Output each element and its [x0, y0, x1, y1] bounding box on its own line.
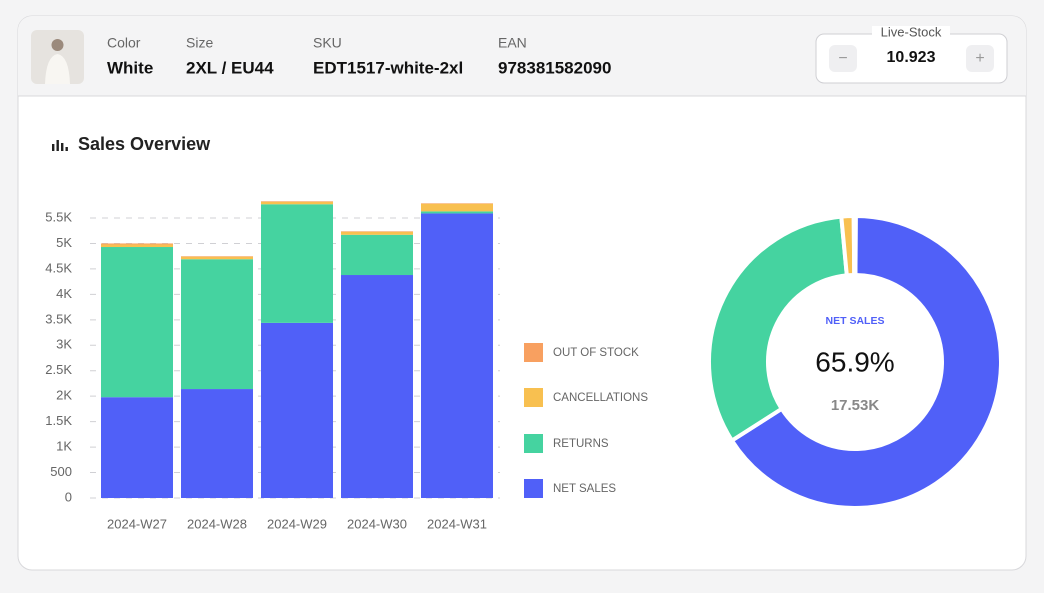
y-tick-label: 2.5K [45, 362, 72, 377]
legend-swatch [524, 434, 543, 453]
bar-segment [101, 243, 173, 245]
legend-label: OUT OF STOCK [553, 347, 639, 359]
donut-slice [851, 214, 858, 278]
bar-segment [341, 231, 413, 235]
y-tick-label: 2K [56, 388, 72, 403]
x-tick-label: 2024-W27 [107, 516, 167, 531]
legend-swatch [524, 388, 543, 407]
y-tick-label: 4K [56, 286, 72, 301]
legend-swatch [524, 343, 543, 362]
thumbnail-head [51, 39, 64, 51]
y-tick-label: 0 [65, 489, 72, 504]
field-label: Color [107, 35, 141, 51]
bar-segment [341, 275, 413, 498]
minus-button[interactable] [829, 45, 857, 72]
x-tick-label: 2024-W29 [267, 516, 327, 531]
bar-segment [181, 389, 253, 498]
stock-label-bg [872, 26, 950, 40]
bar-segment [341, 234, 413, 276]
plus-label[interactable]: + [975, 50, 984, 67]
legend-label: CANCELLATIONS [553, 392, 648, 404]
donut-slice [707, 214, 850, 444]
bar-segment [101, 244, 173, 248]
chart-icon [52, 140, 68, 151]
y-tick-label: 3.5K [45, 311, 72, 326]
x-tick-label: 2024-W28 [187, 516, 247, 531]
legend-label: RETURNS [553, 438, 609, 450]
stock-label: Live-Stock [881, 24, 942, 39]
legend-swatch [524, 479, 543, 498]
y-tick-label: 5.5K [45, 209, 72, 224]
bar-segment [101, 397, 173, 498]
field-value: EDT1517-white-2xl [313, 58, 463, 77]
field-label: Size [186, 35, 213, 51]
thumbnail-body [45, 54, 70, 84]
field-label: SKU [313, 35, 342, 51]
bar-segment [101, 247, 173, 398]
x-tick-label: 2024-W31 [427, 516, 487, 531]
bar-segment [421, 203, 493, 212]
bar-segment [261, 322, 333, 498]
field-value: White [107, 58, 153, 77]
bar-segment [181, 256, 253, 260]
bar-segment [181, 259, 253, 390]
minus-label[interactable]: − [838, 50, 847, 67]
field-value: 2XL / EU44 [186, 58, 274, 77]
bar-segment [421, 211, 493, 214]
donut-center-value: 65.9% [815, 346, 894, 377]
field-label: EAN [498, 35, 527, 51]
bar-segment [421, 203, 493, 204]
donut-center-total: 17.53K [831, 397, 880, 414]
y-tick-label: 5K [56, 235, 72, 250]
bar-segment [421, 213, 493, 498]
plus-button[interactable] [966, 45, 994, 72]
legend-label: NET SALES [553, 483, 616, 495]
x-tick-label: 2024-W30 [347, 516, 407, 531]
donut-center-title: NET SALES [826, 315, 885, 327]
field-value: 978381582090 [498, 58, 611, 77]
bar-segment [261, 201, 333, 205]
stock-value: 10.923 [887, 49, 936, 66]
y-tick-label: 1K [56, 439, 72, 454]
bar-segment [341, 231, 413, 232]
bar-segment [261, 204, 333, 323]
y-tick-label: 3K [56, 337, 72, 352]
donut-slice [729, 213, 1003, 510]
y-tick-label: 4.5K [45, 260, 72, 275]
bar-segment [181, 256, 253, 257]
section-title: Sales Overview [78, 134, 211, 154]
y-tick-label: 500 [50, 464, 72, 479]
y-tick-label: 1.5K [45, 413, 72, 428]
bar-segment [261, 201, 333, 202]
